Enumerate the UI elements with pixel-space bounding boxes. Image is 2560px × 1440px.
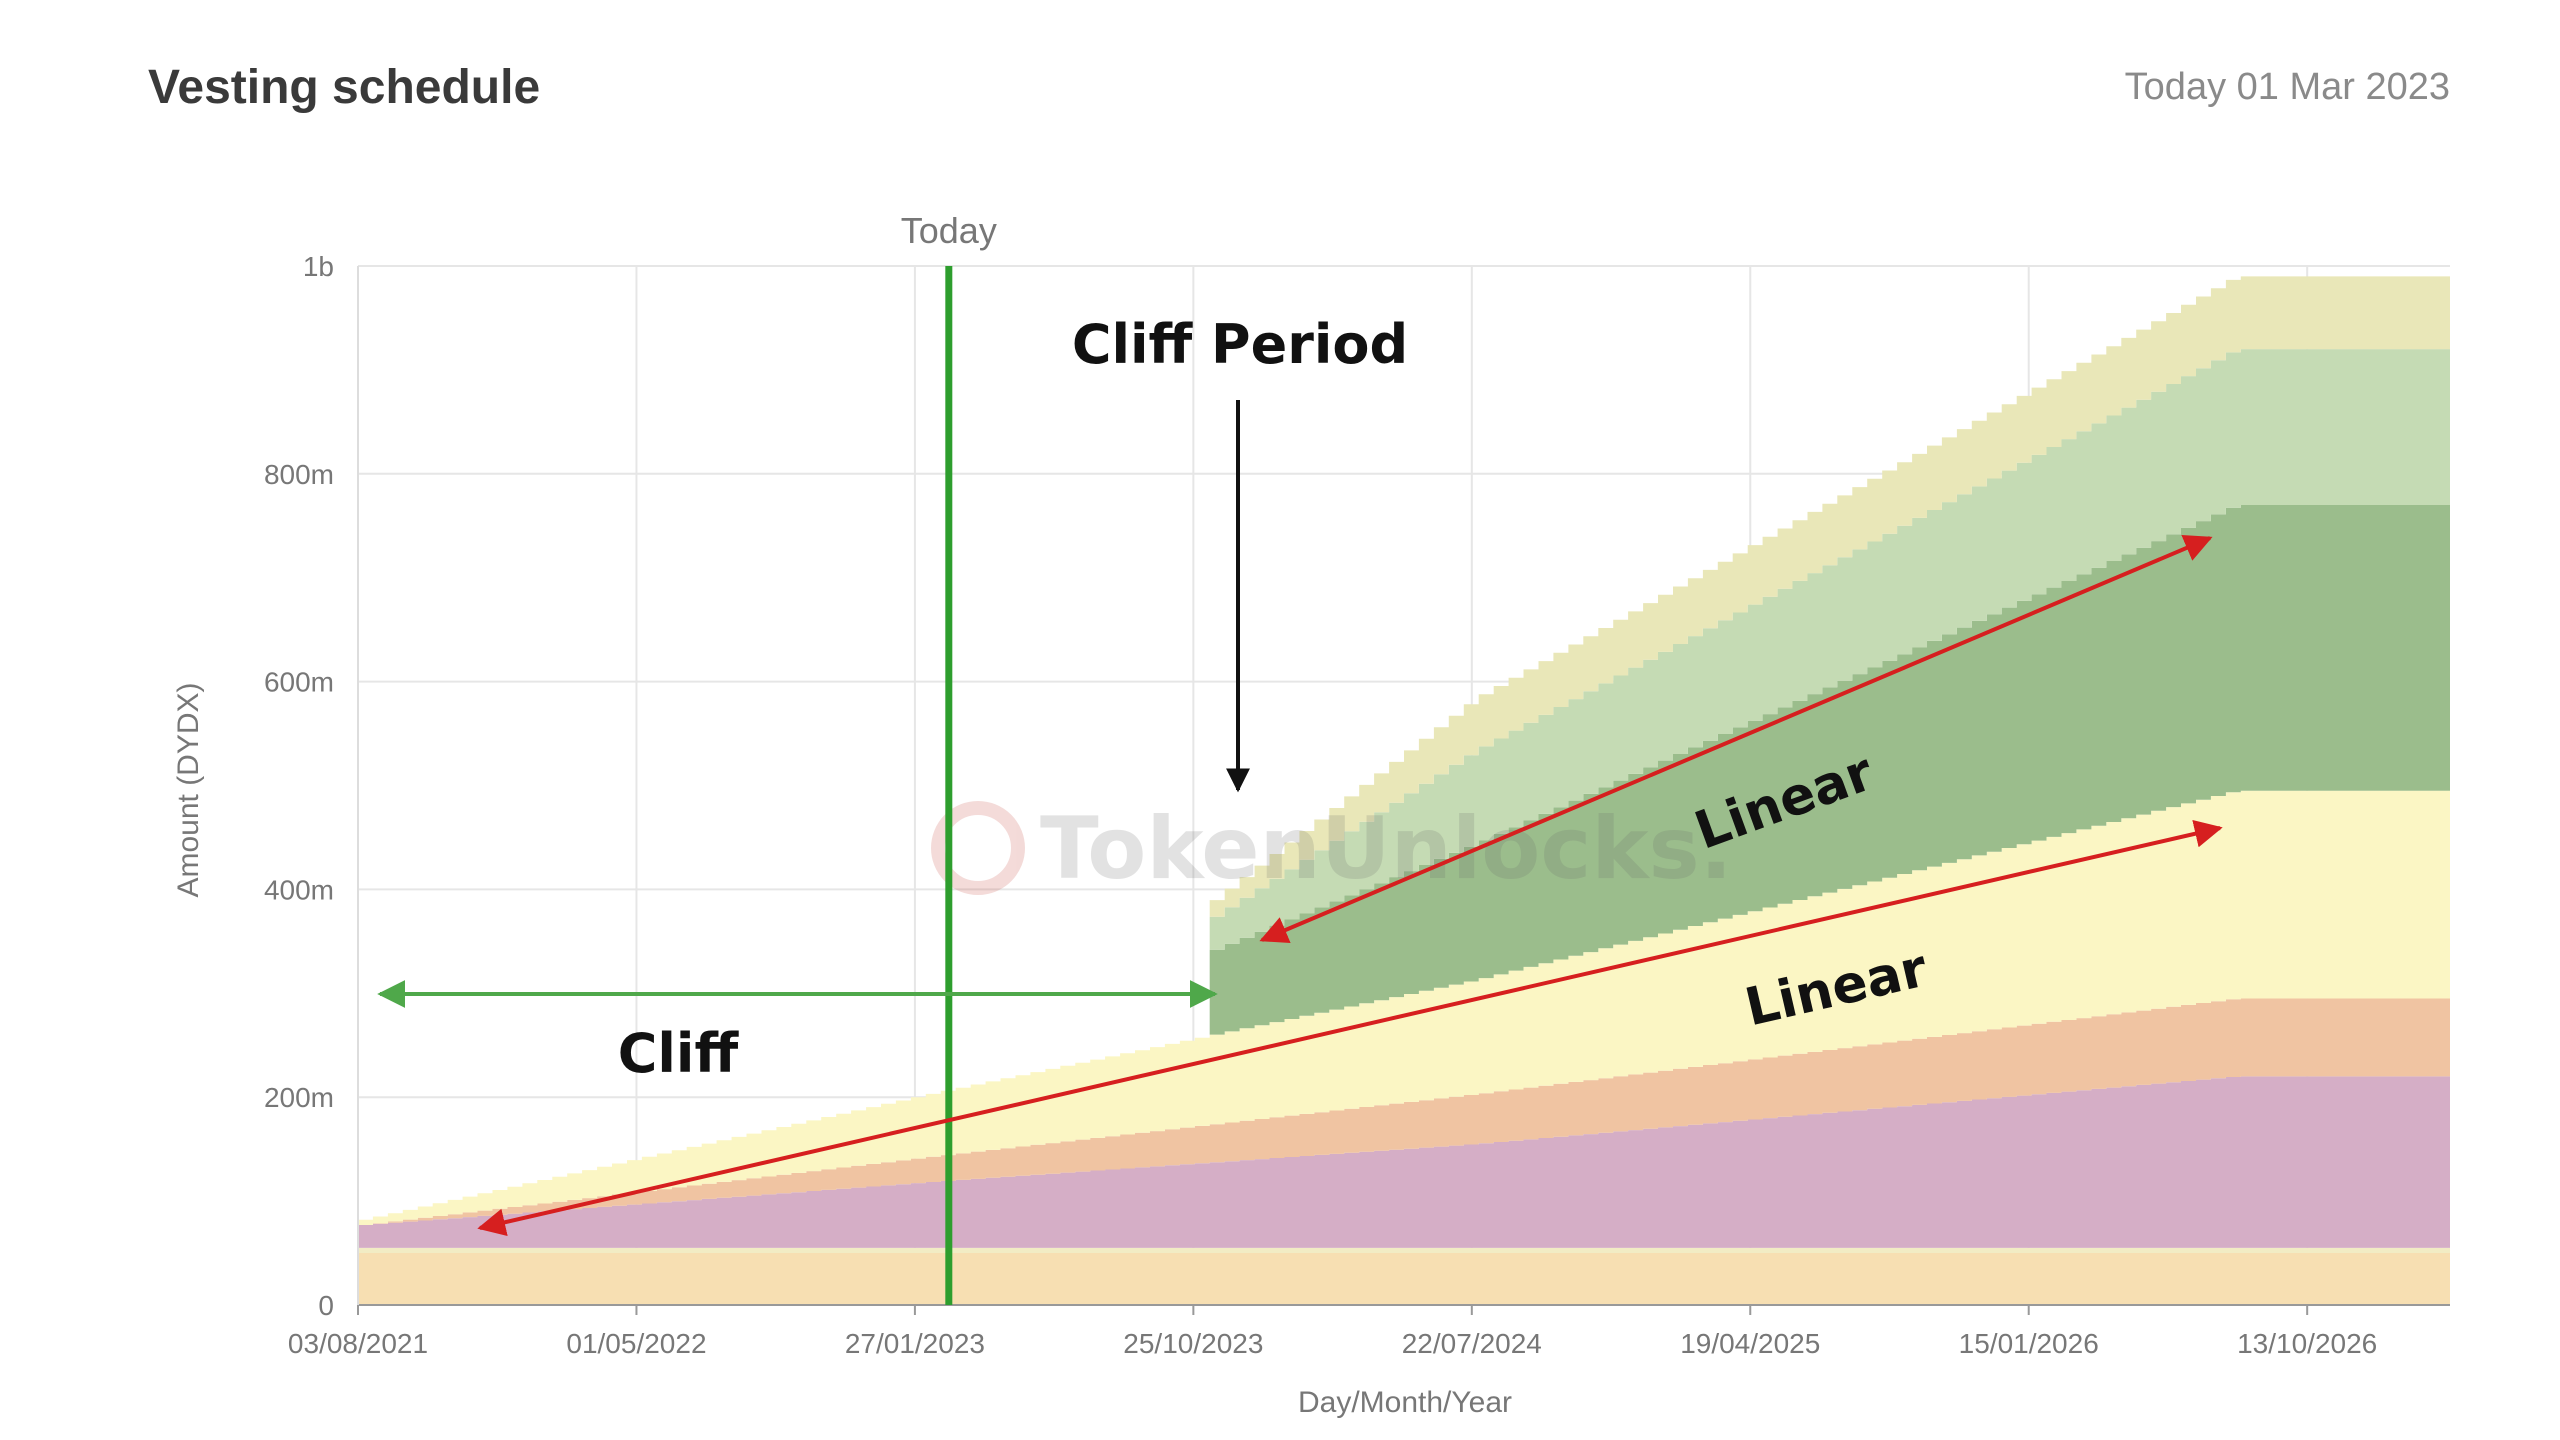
y-tick-label: 400m bbox=[264, 874, 334, 905]
cliff-period-label: Cliff Period bbox=[1072, 313, 1408, 376]
area-series-8 bbox=[358, 276, 2450, 1220]
x-tick-label: 27/01/2023 bbox=[845, 1328, 985, 1359]
today-marker-label: Today bbox=[901, 210, 997, 251]
area-series-1 bbox=[358, 1253, 2450, 1305]
area-series-group bbox=[358, 276, 2450, 1305]
x-axis-title: Day/Month/Year bbox=[1298, 1386, 1512, 1419]
y-tick-label: 600m bbox=[264, 667, 334, 698]
x-tick-label: 22/07/2024 bbox=[1402, 1328, 1542, 1359]
cliff-label: Cliff bbox=[618, 1022, 740, 1085]
y-tick-label: 1b bbox=[303, 251, 334, 282]
linear-lower-arrow bbox=[477, 820, 2223, 1236]
y-tick-label: 200m bbox=[264, 1082, 334, 1113]
y-tick-label: 0 bbox=[318, 1290, 334, 1321]
x-tick-label: 19/04/2025 bbox=[1680, 1328, 1820, 1359]
watermark: TokenUnlocks. bbox=[931, 799, 1732, 899]
x-tick-label: 25/10/2023 bbox=[1123, 1328, 1263, 1359]
watermark-text: TokenUnlocks. bbox=[1040, 799, 1732, 899]
page-title: Vesting schedule bbox=[148, 61, 541, 114]
x-tick-label: 01/05/2022 bbox=[566, 1328, 706, 1359]
x-tick-label: 03/08/2021 bbox=[288, 1328, 428, 1359]
today-date-label: Today 01 Mar 2023 bbox=[2124, 66, 2450, 108]
area-series-2 bbox=[358, 1247, 2450, 1253]
x-tick-label: 15/01/2026 bbox=[1959, 1328, 2099, 1359]
x-tick-label: 13/10/2026 bbox=[2237, 1328, 2377, 1359]
y-axis-title: Amount (DYDX) bbox=[172, 682, 205, 897]
y-tick-label: 800m bbox=[264, 459, 334, 490]
axes: 0 200m 400m 600m 800m 1b 03/08/2021 01/05/2022 2… bbox=[264, 251, 2450, 1359]
